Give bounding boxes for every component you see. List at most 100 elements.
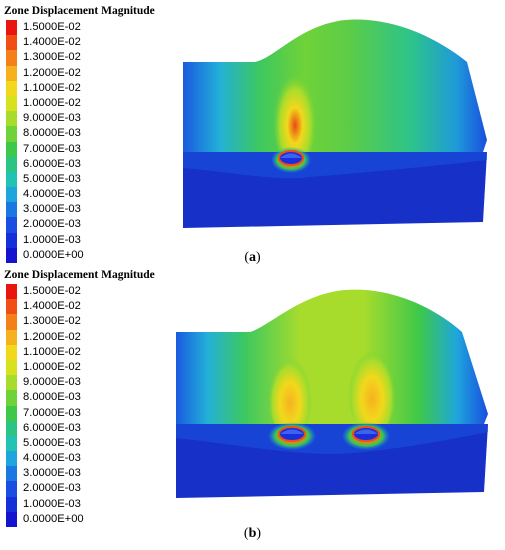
legend-label: 1.0000E-02 — [23, 360, 81, 373]
legend-entry: 1.2000E-02 — [6, 65, 84, 81]
legend-label: 1.4000E-02 — [23, 36, 81, 49]
legend-entry: 1.0000E-03 — [6, 232, 84, 248]
legend-entry: 1.5000E-02 — [6, 284, 84, 300]
figure-panel-b: Zone Displacement Magnitude 1.5000E-02 1… — [0, 264, 505, 550]
legend-label: 1.0000E-03 — [23, 497, 81, 510]
model-top-surface — [183, 19, 487, 152]
displacement-peak-zone — [273, 63, 317, 167]
legend-swatch — [6, 405, 17, 421]
legend-swatch — [6, 359, 17, 376]
legend-label: 1.0000E-03 — [23, 233, 81, 246]
legend-swatch — [6, 50, 17, 66]
legend-label: 1.1000E-02 — [23, 345, 81, 358]
legend-swatch — [6, 111, 17, 127]
figure-panel-a: Zone Displacement Magnitude 1.5000E-02 1… — [4, 5, 487, 265]
color-legend: 1.5000E-02 1.4000E-02 1.3000E-02 1.2000E… — [6, 20, 84, 263]
legend-swatch — [6, 80, 17, 96]
legend-label: 0.0000E+00 — [23, 512, 84, 525]
legend-label: 1.3000E-02 — [23, 51, 81, 64]
legend-title: Zone Displacement Magnitude — [4, 269, 155, 281]
legend-swatch — [6, 232, 17, 248]
front-face-shading — [183, 152, 487, 179]
legend-entry: 8.0000E-03 — [6, 390, 84, 406]
legend-swatch — [6, 171, 17, 188]
legend-swatch — [6, 435, 17, 452]
legend-label: 9.0000E-03 — [23, 112, 81, 125]
legend-entry: 6.0000E-03 — [6, 156, 84, 172]
legend-label: 4.0000E-03 — [23, 188, 81, 201]
legend-swatch — [6, 247, 17, 263]
legend-swatch — [6, 95, 17, 112]
legend-entry: 1.1000E-02 — [6, 344, 84, 360]
displacement-peak-zone-left — [268, 349, 312, 439]
legend-label: 1.0000E-02 — [23, 96, 81, 109]
legend-entry: 1.5000E-02 — [6, 20, 84, 36]
legend-label: 4.0000E-03 — [23, 452, 81, 465]
legend-title: Zone Displacement Magnitude — [4, 5, 155, 17]
front-face-shading — [176, 424, 488, 454]
legend-label: 2.0000E-03 — [23, 482, 81, 495]
legend-swatch — [6, 466, 17, 482]
legend-entry: 0.0000E+00 — [6, 247, 84, 263]
legend-entry: 3.0000E-03 — [6, 202, 84, 218]
legend-entry: 2.0000E-03 — [6, 217, 84, 233]
legend-swatch — [6, 217, 17, 233]
legend-entry: 1.1000E-02 — [6, 80, 84, 96]
legend-swatch — [6, 20, 17, 36]
displacement-model-single-tunnel — [183, 19, 487, 228]
legend-entry: 4.0000E-03 — [6, 451, 84, 467]
panel-caption-a: (a) — [244, 250, 261, 265]
legend-swatch — [6, 126, 17, 142]
legend-entry: 2.0000E-03 — [6, 481, 84, 497]
legend-swatch — [6, 284, 17, 300]
legend-label: 6.0000E-03 — [23, 157, 81, 170]
legend-swatch — [6, 511, 17, 527]
legend-label: 1.4000E-02 — [23, 300, 81, 313]
panel-caption-b: (b) — [243, 526, 262, 541]
legend-entry: 7.0000E-03 — [6, 141, 84, 157]
legend-swatch — [6, 187, 17, 203]
legend-swatch — [6, 390, 17, 406]
legend-swatch — [6, 314, 17, 330]
legend-swatch — [6, 420, 17, 436]
legend-entry: 9.0000E-03 — [6, 111, 84, 127]
legend-swatch — [6, 344, 17, 360]
legend-label: 9.0000E-03 — [23, 376, 81, 389]
displacement-model-twin-tunnel — [176, 289, 488, 498]
legend-label: 5.0000E-03 — [23, 436, 81, 449]
legend-entry: 1.2000E-02 — [6, 329, 84, 345]
legend-entry: 1.3000E-02 — [6, 50, 84, 66]
legend-entry: 7.0000E-03 — [6, 405, 84, 421]
legend-label: 7.0000E-03 — [23, 142, 81, 155]
legend-label: 1.1000E-02 — [23, 81, 81, 94]
legend-label: 6.0000E-03 — [23, 421, 81, 434]
legend-entry: 1.0000E-02 — [6, 95, 84, 112]
displacement-peak-zone-right — [348, 341, 396, 437]
legend-label: 1.5000E-02 — [23, 21, 81, 33]
legend-swatch — [6, 481, 17, 497]
legend-swatch — [6, 451, 17, 467]
legend-swatch — [6, 35, 17, 51]
legend-entry: 4.0000E-03 — [6, 187, 84, 203]
legend-entry: 1.4000E-02 — [6, 35, 84, 51]
legend-entry: 1.0000E-02 — [6, 359, 84, 376]
legend-swatch — [6, 65, 17, 81]
legend-label: 3.0000E-03 — [23, 203, 81, 216]
tunnel-crown-left — [280, 429, 304, 434]
legend-label: 8.0000E-03 — [23, 127, 81, 140]
legend-swatch — [6, 329, 17, 345]
legend-entry: 1.0000E-03 — [6, 496, 84, 512]
legend-entry: 1.3000E-02 — [6, 314, 84, 330]
legend-swatch — [6, 299, 17, 315]
legend-swatch — [6, 156, 17, 172]
legend-entry: 5.0000E-03 — [6, 171, 84, 188]
legend-entry: 5.0000E-03 — [6, 435, 84, 452]
legend-label: 2.0000E-03 — [23, 218, 81, 231]
color-legend: 1.5000E-02 1.4000E-02 1.3000E-02 1.2000E… — [6, 284, 84, 527]
legend-label: 1.2000E-02 — [23, 66, 81, 79]
legend-label: 3.0000E-03 — [23, 467, 81, 480]
legend-swatch — [6, 375, 17, 391]
legend-entry: 0.0000E+00 — [6, 511, 84, 527]
legend-label: 8.0000E-03 — [23, 391, 81, 404]
legend-label: 1.2000E-02 — [23, 330, 81, 343]
